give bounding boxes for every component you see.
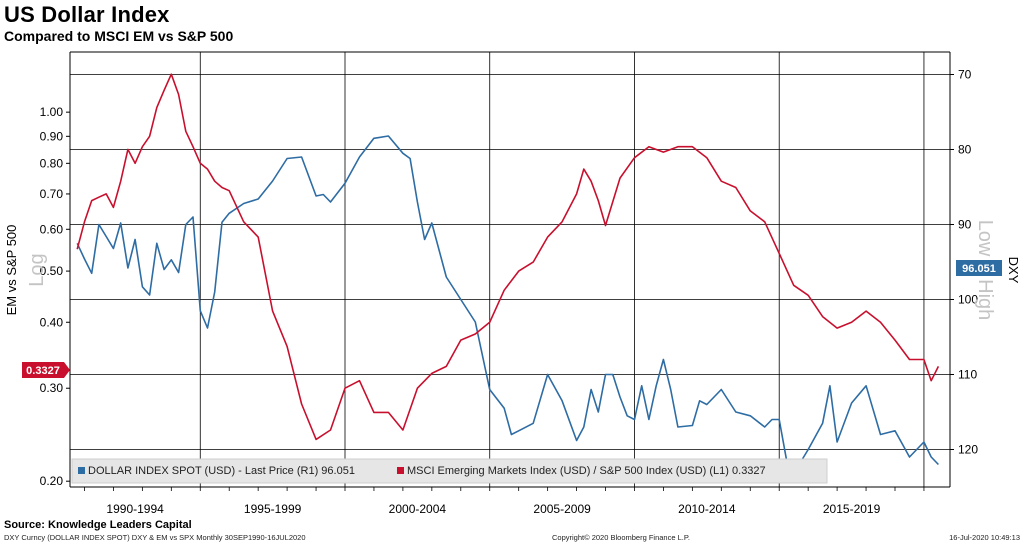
dxy-last-value-callout: 96.051 xyxy=(956,260,1002,276)
left-tick-label: 0.20 xyxy=(40,474,64,488)
right-tick-label: 90 xyxy=(958,218,972,232)
right-tick-label: 120 xyxy=(958,443,978,457)
left-tick-label: 0.60 xyxy=(40,222,64,236)
dxy-last-value: 96.051 xyxy=(962,263,996,275)
em-last-value: 0.3327 xyxy=(26,365,60,377)
legend-label-em: MSCI Emerging Markets Index (USD) / S&P … xyxy=(407,465,766,477)
left-tick-label: 0.80 xyxy=(40,156,64,170)
x-period-label: 2005-2009 xyxy=(533,502,591,516)
x-period-label: 2000-2004 xyxy=(389,502,447,516)
dxy-callout-box xyxy=(956,260,1002,276)
left-tick-label: 0.50 xyxy=(40,264,64,278)
chart-title: US Dollar Index xyxy=(4,2,170,27)
right-tick-label: 70 xyxy=(958,68,972,82)
x-axis-period-labels: 1990-1994 1995-1999 2000-2004 2005-2009 2010… xyxy=(84,487,925,516)
chart-subtitle: Compared to MSCI EM vs S&P 500 xyxy=(4,28,234,44)
dxy-series-line xyxy=(76,135,939,475)
left-axis-ticks: 1.00 0.90 0.80 0.70 0.60 0.50 0.40 0.30 0.20 xyxy=(40,105,70,488)
x-period-label: 1995-1999 xyxy=(244,502,302,516)
grid xyxy=(70,52,950,487)
em-last-value-callout: 0.3327 xyxy=(22,362,70,378)
legend-label-dxy: DOLLAR INDEX SPOT (USD) - Last Price (R1… xyxy=(88,465,355,477)
left-tick-label: 1.00 xyxy=(40,105,64,119)
left-tick-label: 0.90 xyxy=(40,129,64,143)
right-tick-label: 100 xyxy=(958,293,978,307)
left-axis-watermark: Log xyxy=(26,253,48,286)
legend-swatch-em xyxy=(397,467,404,474)
footer-left: DXY Curncy (DOLLAR INDEX SPOT) DXY & EM … xyxy=(4,533,306,542)
source-note: Source: Knowledge Leaders Capital xyxy=(4,519,192,531)
legend-swatch-dxy xyxy=(78,467,85,474)
series-lines xyxy=(76,73,940,475)
x-period-label: 1990-1994 xyxy=(106,502,164,516)
right-axis-label: DXY xyxy=(1006,257,1021,284)
left-tick-label: 0.70 xyxy=(40,187,64,201)
right-axis-ticks: 70 80 90 100 110 120 xyxy=(950,68,978,457)
footer-timestamp: 16-Jul-2020 10:49:13 xyxy=(949,533,1020,542)
legend-box xyxy=(71,458,828,484)
right-tick-label: 110 xyxy=(958,368,977,382)
x-period-label: 2010-2014 xyxy=(678,502,736,516)
legend: DOLLAR INDEX SPOT (USD) - Last Price (R1… xyxy=(71,458,828,484)
right-tick-label: 80 xyxy=(958,143,972,157)
left-axis-label: EM vs S&P 500 xyxy=(4,225,19,316)
x-period-label: 2015-2019 xyxy=(823,502,881,516)
em-callout-box xyxy=(22,362,70,378)
footer-copyright: Copyright© 2020 Bloomberg Finance L.P. xyxy=(552,533,690,542)
left-tick-label: 0.40 xyxy=(40,315,64,329)
left-tick-label: 0.30 xyxy=(40,381,64,395)
em-vs-spx-series-line xyxy=(76,73,940,441)
